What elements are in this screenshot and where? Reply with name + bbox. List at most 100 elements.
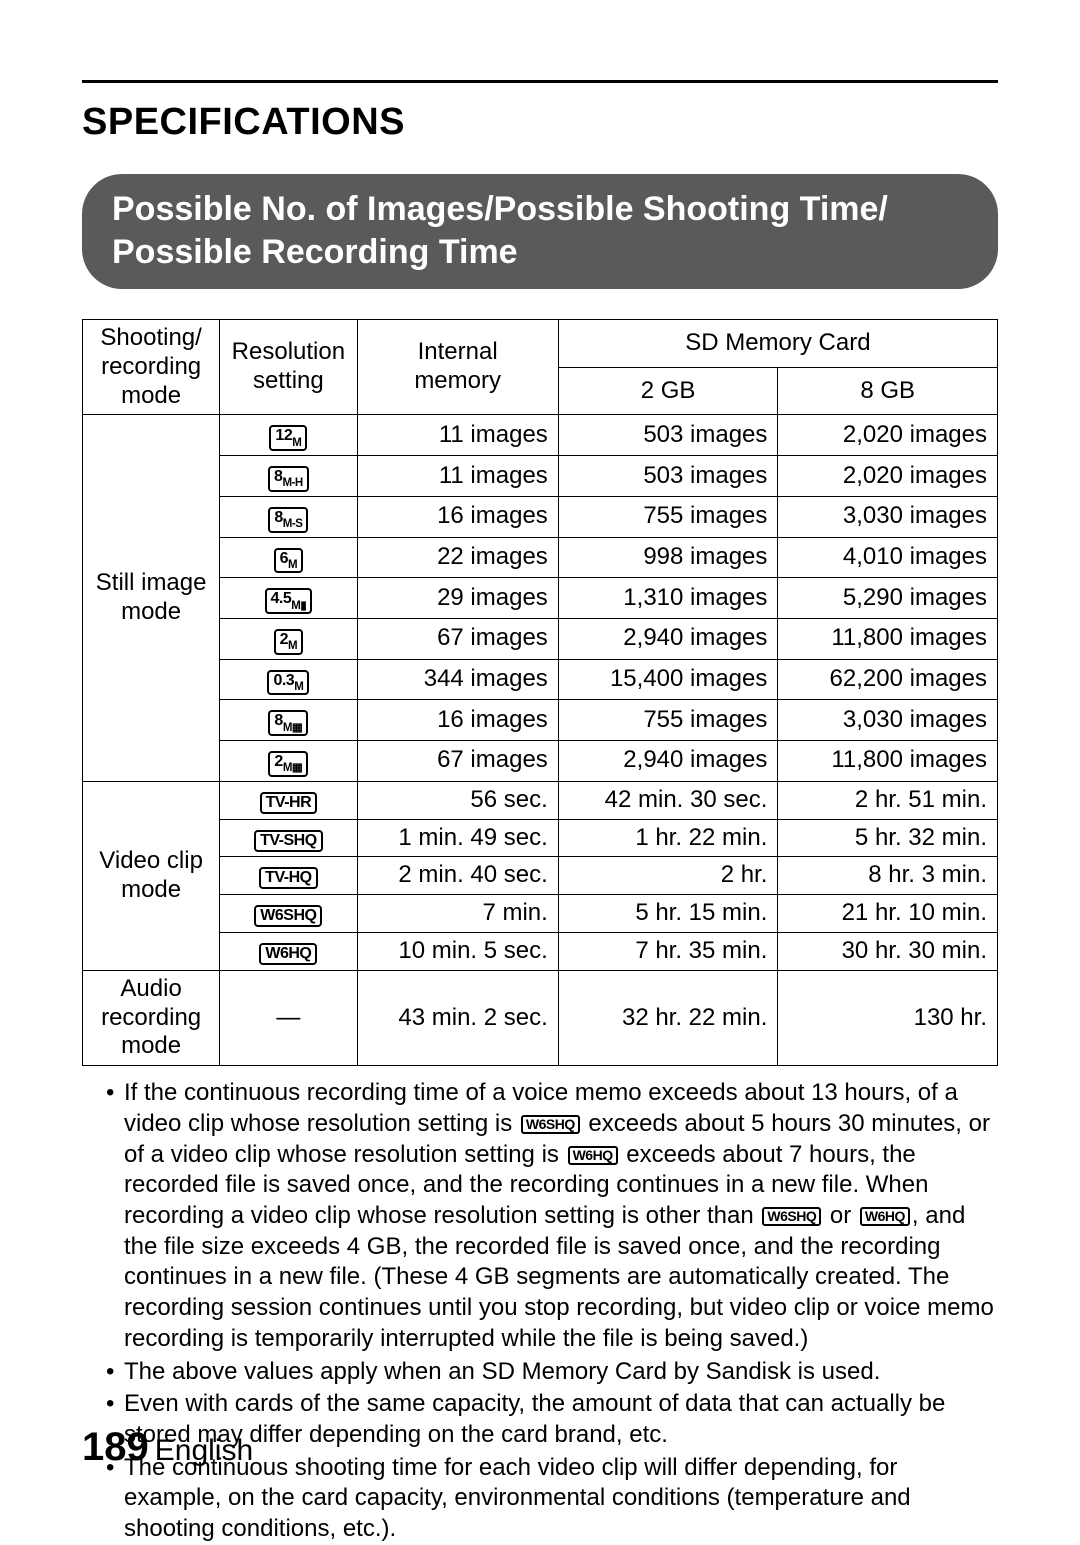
mode-cell: Still image mode <box>83 415 220 781</box>
res-icon: 6M <box>274 548 304 574</box>
th-internal: Internal memory <box>357 320 558 415</box>
table-row: 8M▦ 16 images755 images3,030 images <box>83 700 998 741</box>
value-cell: 5,290 images <box>778 578 998 619</box>
value-cell: 7 min. <box>357 895 558 933</box>
value-cell: 2,940 images <box>558 741 778 782</box>
page-number: 189 <box>82 1425 149 1469</box>
value-cell: 5 hr. 32 min. <box>778 819 998 857</box>
res-icon: 2M <box>274 629 304 655</box>
th-mode: Shooting/ recording mode <box>83 320 220 415</box>
value-cell: 22 images <box>357 537 558 578</box>
value-cell: 1,310 images <box>558 578 778 619</box>
table-row: 2M67 images2,940 images11,800 images <box>83 618 998 659</box>
res-cell: 6M <box>220 537 357 578</box>
table-row: 4.5M▮ 29 images1,310 images5,290 images <box>83 578 998 619</box>
table-body: Still image mode12M11 images503 images2,… <box>83 415 998 1066</box>
value-cell: 29 images <box>357 578 558 619</box>
res-icon: TV-HQ <box>259 867 317 889</box>
res-cell: 0.3M <box>220 659 357 700</box>
note-2: The above values apply when an SD Memory… <box>106 1357 998 1388</box>
value-cell: 32 hr. 22 min. <box>558 970 778 1065</box>
res-icon: 2M▦ <box>268 751 308 777</box>
table-row: 6M 22 images998 images4,010 images <box>83 537 998 578</box>
banner-line-2: Possible Recording Time <box>112 231 968 274</box>
res-cell: 2M▦ <box>220 741 357 782</box>
value-cell: 130 hr. <box>778 970 998 1065</box>
table-row: 2M▦ 67 images2,940 images11,800 images <box>83 741 998 782</box>
res-icon: TV-SHQ <box>254 830 323 852</box>
res-icon: 12M <box>269 425 307 451</box>
res-cell: W6SHQ <box>220 895 357 933</box>
value-cell: 1 min. 49 sec. <box>357 819 558 857</box>
res-cell: TV-SHQ <box>220 819 357 857</box>
mode-cell: Video clip mode <box>83 781 220 970</box>
value-cell: 67 images <box>357 741 558 782</box>
table-row: Audio recording mode—43 min. 2 sec.32 hr… <box>83 970 998 1065</box>
th-res: Resolution setting <box>220 320 357 415</box>
value-cell: 755 images <box>558 700 778 741</box>
table-row: Still image mode12M11 images503 images2,… <box>83 415 998 456</box>
value-cell: 30 hr. 30 min. <box>778 932 998 970</box>
res-icon: W6SHQ <box>762 1207 821 1226</box>
res-cell: W6HQ <box>220 932 357 970</box>
value-cell: 16 images <box>357 700 558 741</box>
res-icon: W6HQ <box>259 943 317 965</box>
page-title: SPECIFICATIONS <box>82 101 998 144</box>
res-icon: 4.5M▮ <box>265 588 313 614</box>
res-cell: TV-HR <box>220 781 357 819</box>
value-cell: 67 images <box>357 618 558 659</box>
table-row: 0.3M 344 images15,400 images62,200 images <box>83 659 998 700</box>
value-cell: 43 min. 2 sec. <box>357 970 558 1065</box>
value-cell: 2 min. 40 sec. <box>357 857 558 895</box>
value-cell: 11,800 images <box>778 741 998 782</box>
value-cell: 16 images <box>357 496 558 537</box>
res-icon: 8M▦ <box>268 710 308 736</box>
table-row: 8M-S16 images755 images3,030 images <box>83 496 998 537</box>
res-icon: W6HQ <box>860 1207 910 1226</box>
value-cell: 4,010 images <box>778 537 998 578</box>
banner-line-1: Possible No. of Images/Possible Shooting… <box>112 188 968 231</box>
res-icon: TV-HR <box>260 792 318 814</box>
page-footer: 189English <box>82 1425 253 1470</box>
res-icon: 0.3M <box>267 670 309 696</box>
notes-block: If the continuous recording time of a vo… <box>82 1078 998 1545</box>
res-cell: 4.5M▮ <box>220 578 357 619</box>
mode-cell: Audio recording mode <box>83 970 220 1065</box>
value-cell: 62,200 images <box>778 659 998 700</box>
top-rule <box>82 80 998 83</box>
res-icon: W6HQ <box>568 1146 618 1165</box>
value-cell: 503 images <box>558 415 778 456</box>
value-cell: 11 images <box>357 415 558 456</box>
page-lang: English <box>155 1434 253 1467</box>
value-cell: 10 min. 5 sec. <box>357 932 558 970</box>
value-cell: 15,400 images <box>558 659 778 700</box>
value-cell: 3,030 images <box>778 496 998 537</box>
th-2gb: 2 GB <box>558 367 778 415</box>
note-1: If the continuous recording time of a vo… <box>106 1078 998 1354</box>
res-cell: 2M <box>220 618 357 659</box>
value-cell: 11 images <box>357 456 558 497</box>
value-cell: 2 hr. <box>558 857 778 895</box>
value-cell: 998 images <box>558 537 778 578</box>
value-cell: 7 hr. 35 min. <box>558 932 778 970</box>
th-8gb: 8 GB <box>778 367 998 415</box>
res-icon: W6SHQ <box>521 1115 580 1134</box>
value-cell: 3,030 images <box>778 700 998 741</box>
res-cell: — <box>220 970 357 1065</box>
value-cell: 56 sec. <box>357 781 558 819</box>
value-cell: 2,020 images <box>778 456 998 497</box>
table-row: TV-SHQ1 min. 49 sec.1 hr. 22 min.5 hr. 3… <box>83 819 998 857</box>
res-icon: 8M-S <box>268 507 308 533</box>
spec-table: Shooting/ recording mode Resolution sett… <box>82 319 998 1066</box>
value-cell: 8 hr. 3 min. <box>778 857 998 895</box>
table-head: Shooting/ recording mode Resolution sett… <box>83 320 998 415</box>
section-banner: Possible No. of Images/Possible Shooting… <box>82 174 998 289</box>
res-cell: TV-HQ <box>220 857 357 895</box>
value-cell: 5 hr. 15 min. <box>558 895 778 933</box>
value-cell: 2,020 images <box>778 415 998 456</box>
value-cell: 344 images <box>357 659 558 700</box>
res-cell: 12M <box>220 415 357 456</box>
th-sd: SD Memory Card <box>558 320 997 368</box>
value-cell: 2 hr. 51 min. <box>778 781 998 819</box>
res-cell: 8M-S <box>220 496 357 537</box>
